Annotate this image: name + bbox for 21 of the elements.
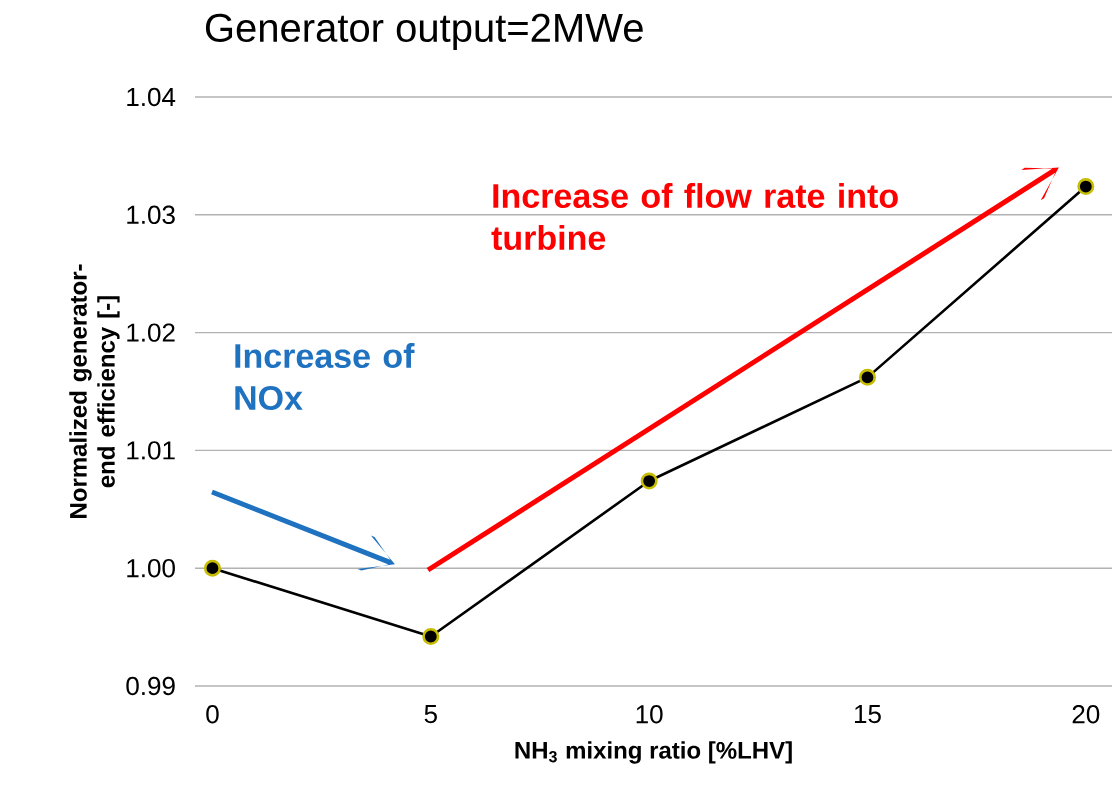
y-tick-label: 1.01 xyxy=(127,441,175,460)
y-tick-label: 1.04 xyxy=(127,87,176,107)
point xyxy=(422,628,440,646)
point xyxy=(1077,178,1095,196)
point xyxy=(203,559,221,577)
x-tick-label: 20 xyxy=(1072,705,1100,724)
y-tick-label: 1.03 xyxy=(127,205,175,224)
x-tick-label: 15 xyxy=(854,705,881,724)
x-tick-label: 0 xyxy=(206,705,219,724)
annotation: Increase of NOx xyxy=(235,343,415,411)
y-tick-label: 1.02 xyxy=(127,323,175,342)
chart-title: Generator output=2MWe xyxy=(205,13,643,50)
annotation: Increase of flow rate into turbine xyxy=(491,183,898,251)
y-axis-title: Normalized generator-end efficiency [-] xyxy=(69,264,120,518)
point xyxy=(858,368,876,386)
y-tick-label: 1.00 xyxy=(127,558,175,578)
x-tick-label: 10 xyxy=(636,705,663,724)
x-axis-title: NH$_{3}$ mixing ratio [%LHV] xyxy=(515,741,792,764)
point xyxy=(640,472,658,490)
x-tick-label: 5 xyxy=(424,705,437,724)
y-tick-label: 0.99 xyxy=(126,676,175,696)
